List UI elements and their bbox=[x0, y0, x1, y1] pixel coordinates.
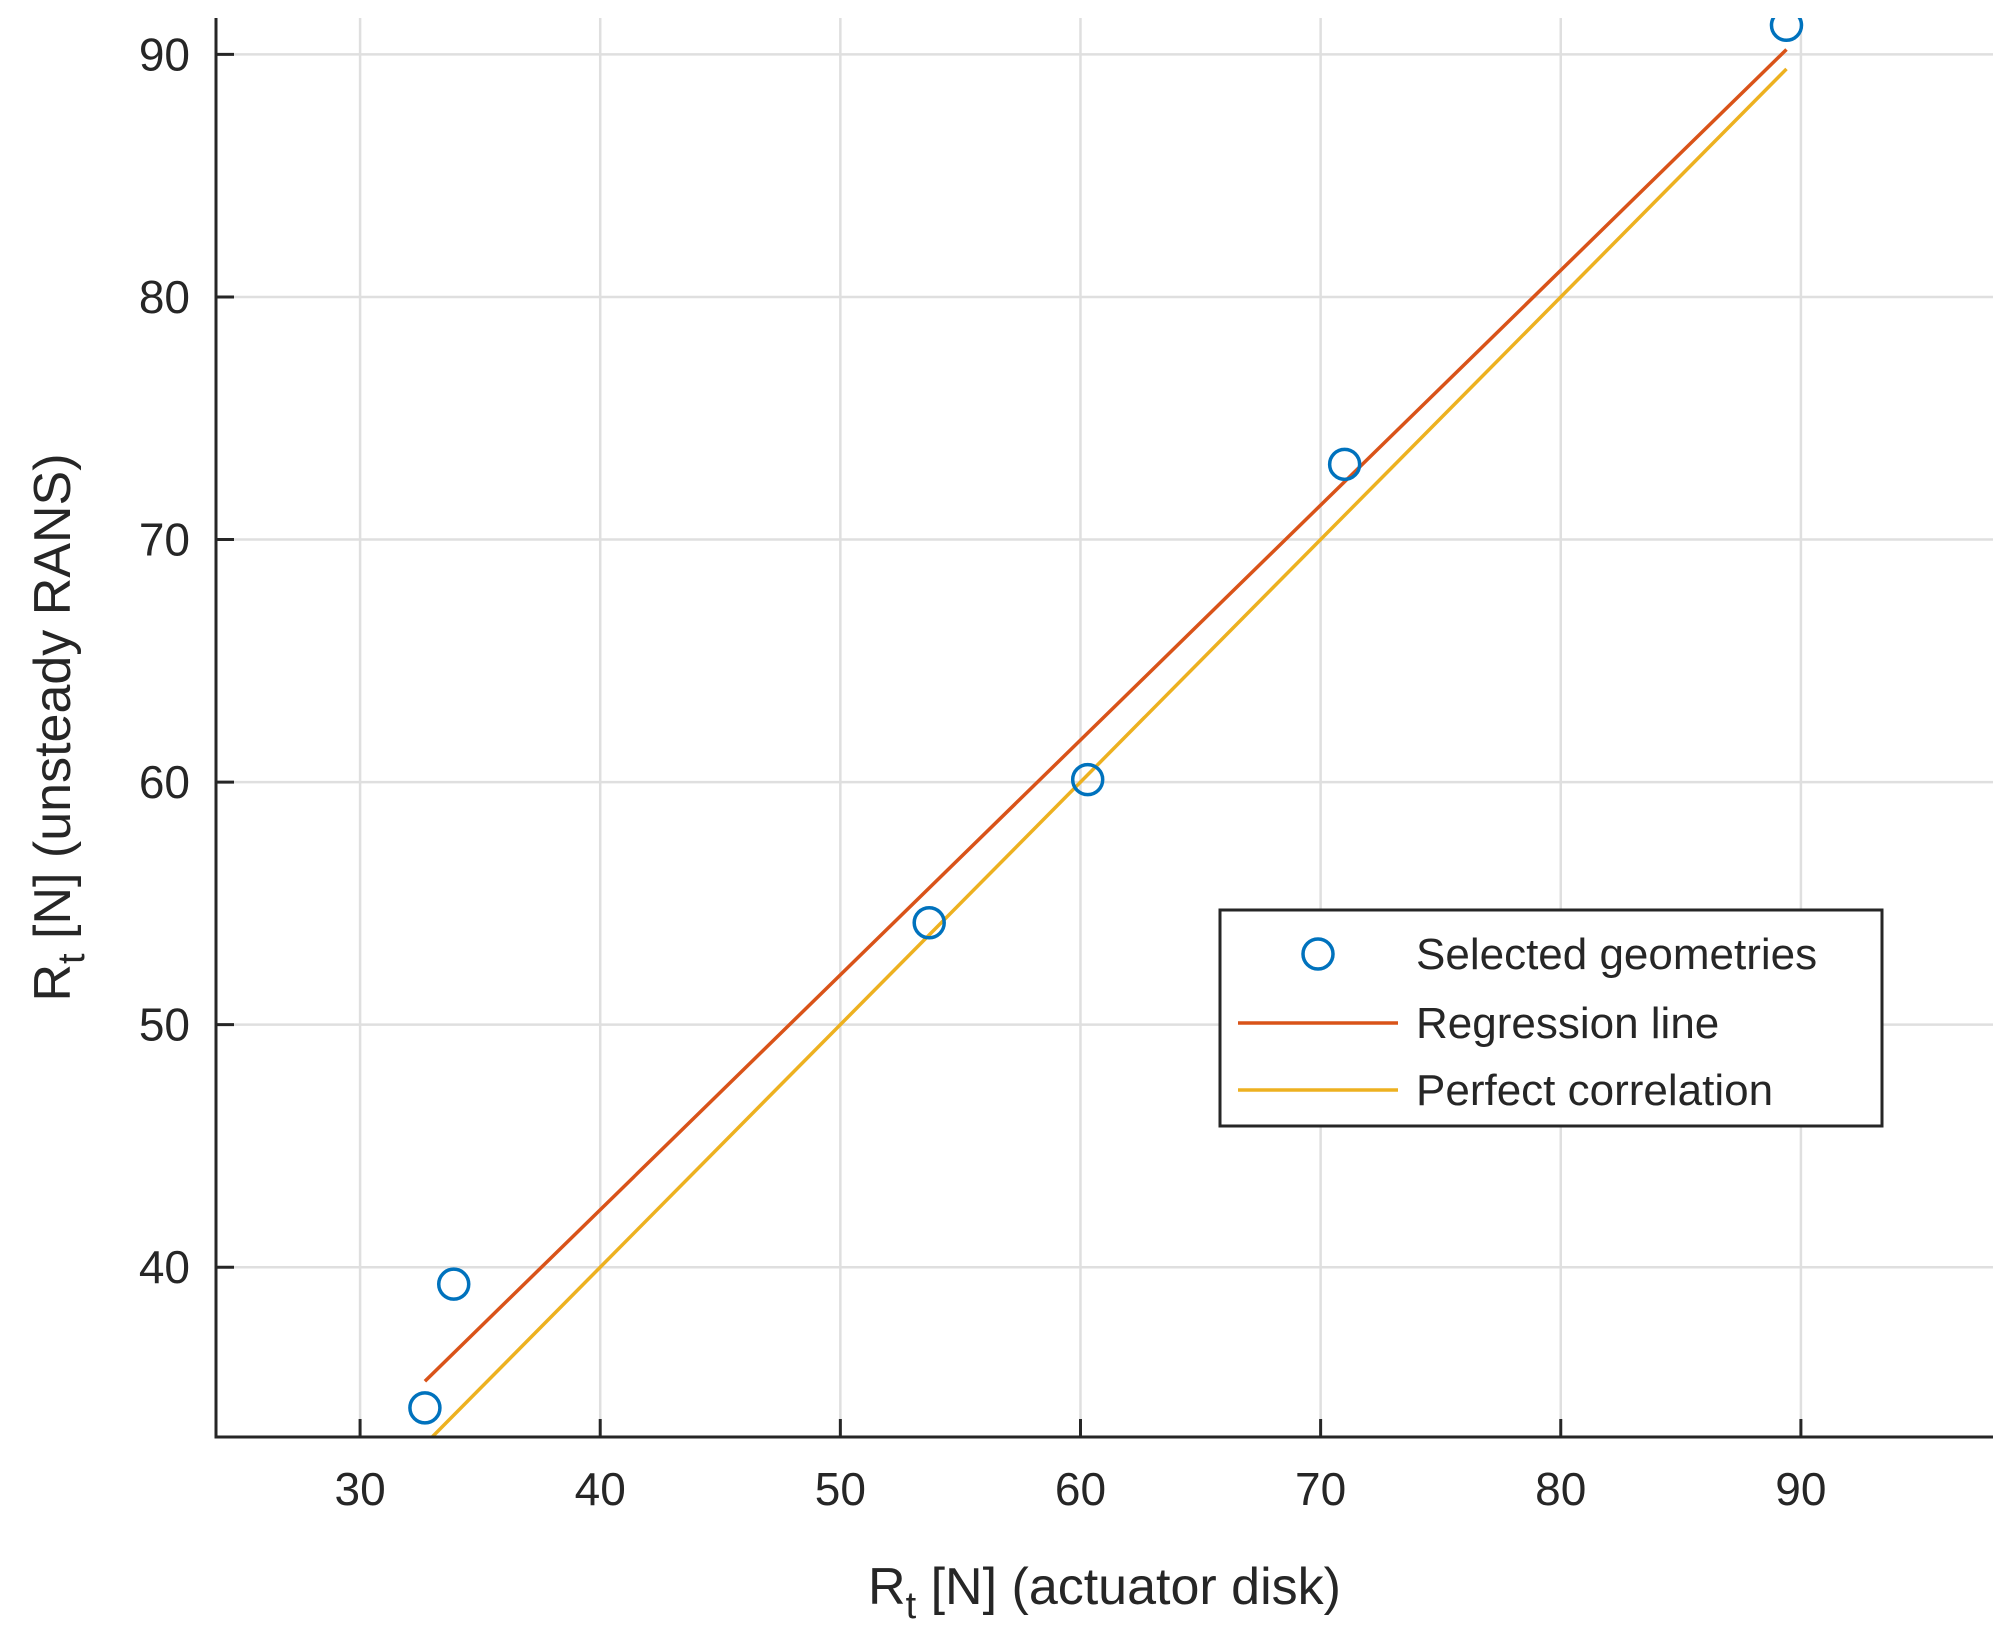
x-axis-label-subscript: t bbox=[906, 1585, 917, 1627]
data-point bbox=[912, 906, 946, 940]
x-tick-label: 60 bbox=[1055, 1463, 1106, 1515]
legend-marker-selected-geometries bbox=[1301, 937, 1335, 971]
y-tick-label: 60 bbox=[139, 756, 190, 808]
x-tick-label: 30 bbox=[334, 1463, 385, 1515]
x-tick-label: 40 bbox=[575, 1463, 626, 1515]
axes bbox=[214, 18, 1993, 1439]
axis-lines bbox=[214, 18, 1993, 1439]
data-point bbox=[1769, 18, 1804, 43]
x-axis-label-main: R bbox=[868, 1558, 906, 1616]
tick-labels: 30 40 50 60 70 80 90 40 50 60 70 80 90 bbox=[139, 28, 1827, 1515]
grid bbox=[216, 18, 1993, 1437]
y-tick-label: 50 bbox=[139, 999, 190, 1051]
legend-label-regression-line: Regression line bbox=[1416, 999, 1719, 1048]
y-axis-label: Rt [N] (unsteady RANS) bbox=[24, 453, 93, 1001]
data-point bbox=[1327, 447, 1362, 482]
y-axis-label-subscript: t bbox=[51, 953, 93, 964]
y-tick-label: 70 bbox=[139, 514, 190, 566]
x-tick-label: 90 bbox=[1775, 1463, 1826, 1515]
y-tick-label: 90 bbox=[139, 28, 190, 80]
data-point bbox=[1070, 762, 1105, 797]
plot-area bbox=[408, 18, 1804, 1437]
x-tick-label: 50 bbox=[815, 1463, 866, 1515]
y-tick-label: 80 bbox=[139, 271, 190, 323]
y-axis-label-main: R bbox=[24, 964, 82, 1002]
legend: Selected geometries Regression line Perf… bbox=[1218, 908, 1884, 1128]
legend-label-selected-geometries: Selected geometries bbox=[1416, 930, 1817, 979]
legend-label-perfect-correlation: Perfect correlation bbox=[1416, 1066, 1773, 1115]
perfect-correlation-line bbox=[429, 67, 1788, 1437]
x-tick-label: 80 bbox=[1535, 1463, 1586, 1515]
data-point bbox=[436, 1267, 471, 1301]
regression-line bbox=[423, 48, 1788, 1383]
y-axis-label-rest: [N] (unsteady RANS) bbox=[24, 453, 82, 953]
x-axis-label: Rt [N] (actuator disk) bbox=[868, 1558, 1341, 1627]
x-tick-label: 70 bbox=[1295, 1463, 1346, 1515]
y-tick-label: 40 bbox=[139, 1241, 190, 1293]
x-axis-label-rest: [N] (actuator disk) bbox=[916, 1558, 1341, 1616]
data-point bbox=[408, 1391, 442, 1425]
